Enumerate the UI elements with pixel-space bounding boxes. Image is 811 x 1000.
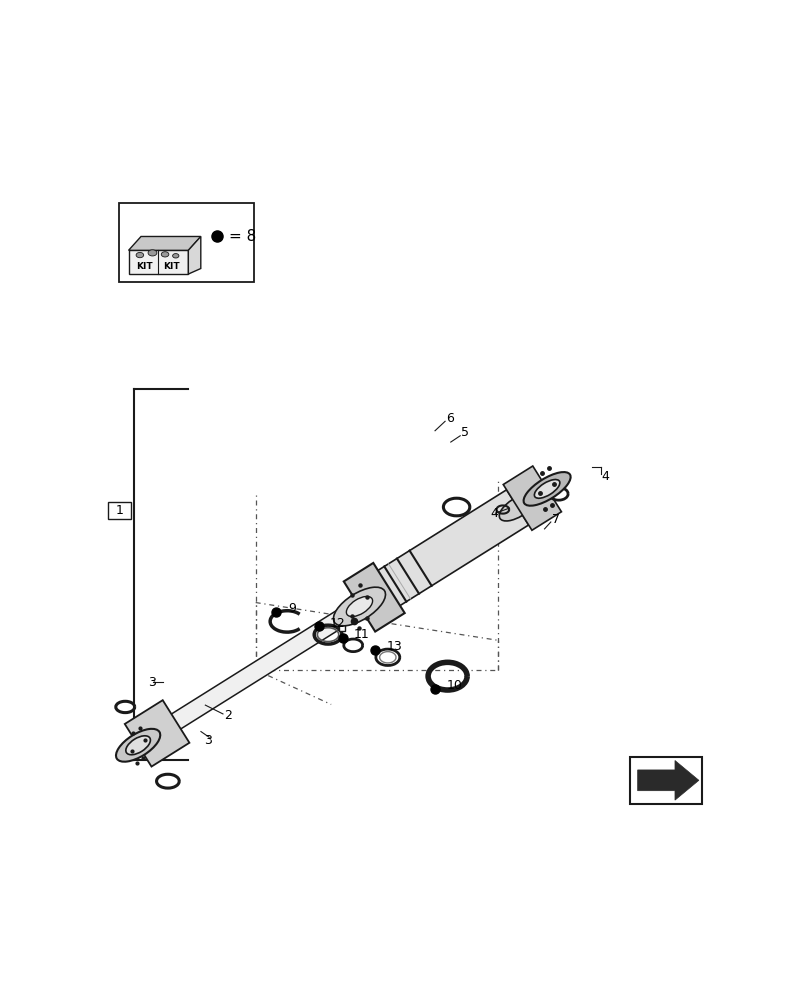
Ellipse shape [136,252,144,258]
Text: 1: 1 [116,504,123,517]
Text: KIT: KIT [135,262,152,271]
Text: 10: 10 [446,679,461,692]
Text: 4: 4 [490,507,498,520]
Polygon shape [150,582,391,742]
Ellipse shape [116,729,160,762]
Ellipse shape [499,494,535,521]
Text: 2: 2 [224,709,232,722]
Polygon shape [343,563,404,632]
Text: 13: 13 [386,640,401,653]
Text: 5: 5 [461,426,469,439]
Text: 3: 3 [148,676,156,689]
Text: KIT: KIT [163,262,180,271]
Ellipse shape [126,736,150,755]
Ellipse shape [148,250,157,256]
Text: 6: 6 [446,412,453,425]
Text: 11: 11 [354,628,369,641]
Polygon shape [637,760,698,800]
Text: 9: 9 [287,602,295,615]
Ellipse shape [173,254,178,258]
Polygon shape [503,466,560,530]
Polygon shape [354,490,528,620]
Polygon shape [188,236,200,274]
Text: 3: 3 [204,734,212,747]
FancyBboxPatch shape [119,203,254,282]
Text: = 8: = 8 [229,229,256,244]
Polygon shape [128,236,200,250]
FancyBboxPatch shape [109,502,131,519]
Ellipse shape [523,472,570,506]
Text: 4: 4 [601,470,609,483]
Ellipse shape [161,252,169,257]
Polygon shape [128,250,188,274]
Ellipse shape [333,587,385,626]
Ellipse shape [346,596,372,617]
Text: 7: 7 [551,513,560,526]
Ellipse shape [534,480,559,498]
Text: 12: 12 [329,617,345,630]
Polygon shape [125,700,189,767]
FancyBboxPatch shape [629,757,702,804]
